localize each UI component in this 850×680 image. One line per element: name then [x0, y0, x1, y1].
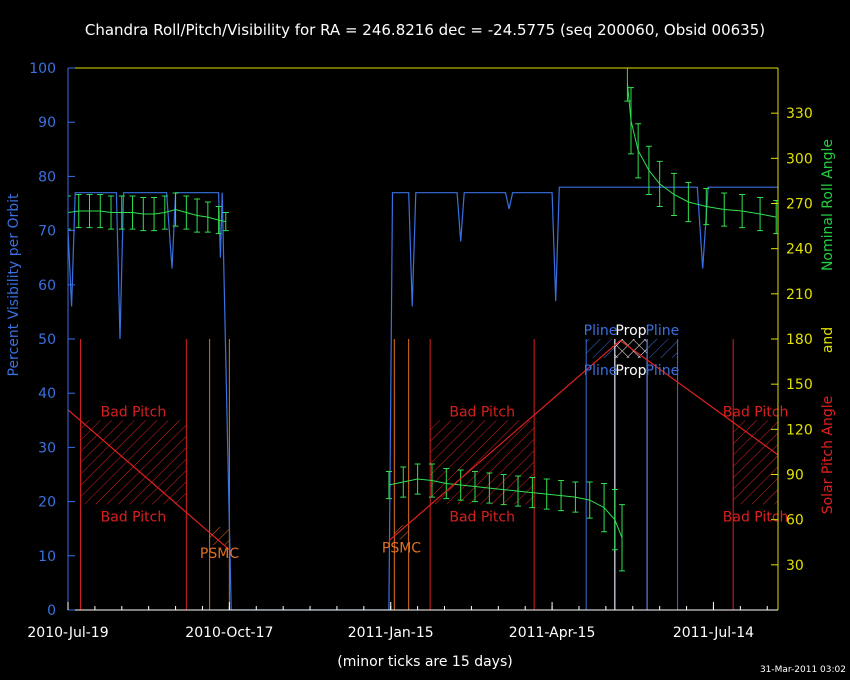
y-axis-label: Percent Visibility per Orbit	[6, 193, 22, 377]
region-label: PSMC	[200, 546, 239, 562]
y2-tick-label: 90	[786, 468, 804, 484]
series-line	[68, 186, 778, 610]
region-label: Bad Pitch	[101, 509, 167, 525]
x-tick-label: 2011-Jul-14	[673, 625, 754, 641]
y2-tick-label: 60	[786, 513, 804, 529]
region-band	[647, 339, 678, 358]
y2-tick-label: 30	[786, 558, 804, 574]
y2-tick-label: 270	[786, 197, 813, 213]
region-band	[586, 339, 615, 358]
region-label: Prop	[615, 323, 646, 339]
y-tick-label: 60	[38, 278, 56, 294]
y2-tick-label: 240	[786, 242, 813, 258]
plot-area	[68, 68, 778, 610]
y2-axis-label: and	[820, 327, 836, 353]
y-tick-label: 10	[38, 549, 56, 565]
y-tick-label: 90	[38, 115, 56, 131]
region-label: Pline	[584, 323, 618, 339]
x-tick-label: 2010-Jul-19	[27, 625, 108, 641]
y-tick-label: 0	[47, 603, 56, 619]
y2-tick-label: 120	[786, 422, 813, 438]
region-band	[733, 420, 778, 505]
y2-tick-label: 180	[786, 332, 813, 348]
y2-axis-label: Solar Pitch Angle	[820, 396, 836, 515]
y-tick-label: 40	[38, 386, 56, 402]
region-label: Bad Pitch	[723, 404, 789, 420]
error-bar	[68, 195, 71, 230]
timestamp: 31-Mar-2011 03:02	[760, 665, 846, 675]
y-tick-label: 80	[38, 169, 56, 185]
y2-tick-label: 330	[786, 106, 813, 122]
error-bar	[619, 504, 626, 572]
region-label: Bad Pitch	[101, 404, 167, 420]
y2-tick-label: 150	[786, 377, 813, 393]
region-label: Pline	[584, 363, 618, 379]
region-label: Pline	[645, 363, 679, 379]
y-tick-label: 100	[29, 61, 56, 77]
chart-title: Chandra Roll/Pitch/Visibility for RA = 2…	[85, 21, 765, 39]
y-tick-label: 70	[38, 224, 56, 240]
y2-tick-label: 300	[786, 151, 813, 167]
region-label: Prop	[615, 363, 646, 379]
x-note: (minor ticks are 15 days)	[337, 654, 512, 670]
series-line	[68, 83, 777, 538]
region-label: PSMC	[382, 541, 421, 557]
region-label: Bad Pitch	[449, 509, 515, 525]
y2-tick-label: 210	[786, 287, 813, 303]
x-tick-label: 2011-Jan-15	[348, 625, 434, 641]
region-label: Pline	[645, 323, 679, 339]
region-label: Bad Pitch	[723, 509, 789, 525]
region-band	[80, 420, 187, 505]
region-band	[209, 527, 230, 545]
x-tick-label: 2011-Apr-15	[509, 625, 596, 641]
y-tick-label: 20	[38, 495, 56, 511]
x-tick-label: 2010-Oct-17	[185, 625, 273, 641]
y2-axis-label: Nominal Roll Angle	[820, 139, 836, 271]
y-tick-label: 30	[38, 440, 56, 456]
series-line	[68, 339, 778, 551]
region-label: Bad Pitch	[449, 404, 515, 420]
region-band	[394, 524, 409, 540]
y-tick-label: 50	[38, 332, 56, 348]
